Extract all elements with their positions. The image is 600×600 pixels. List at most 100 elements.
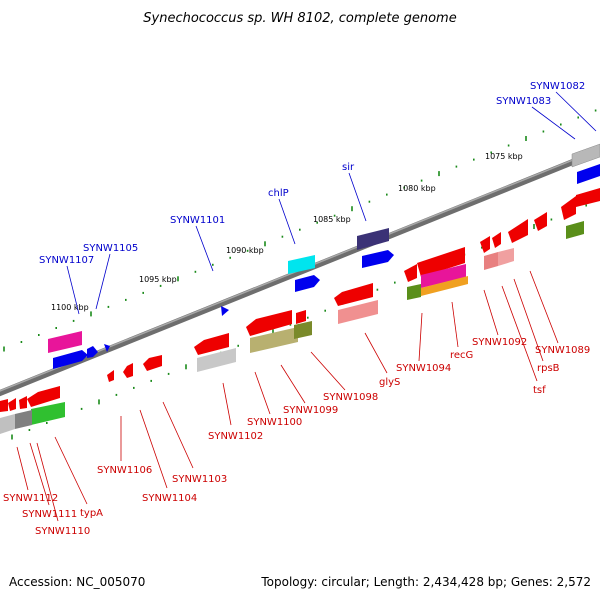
gene-label[interactable]: SYNW1104 (142, 493, 197, 504)
gene-feature[interactable] (294, 321, 312, 339)
gene-feature[interactable] (362, 250, 394, 268)
gene-feature[interactable] (8, 398, 16, 411)
gene-label[interactable]: typA (80, 508, 103, 519)
gene-label[interactable]: SYNW1083 (496, 96, 551, 107)
gene-feature[interactable] (19, 396, 27, 409)
gene-label[interactable]: SYNW1111 (22, 509, 77, 520)
gene-label[interactable]: SYNW1103 (172, 474, 227, 485)
gene-feature[interactable] (561, 196, 576, 220)
gene-label[interactable]: SYNW1105 (83, 243, 138, 254)
forward-strand (48, 143, 600, 369)
gene-label[interactable]: SYNW1102 (208, 431, 263, 442)
leader-line (36, 442, 59, 522)
gene-feature[interactable] (404, 264, 417, 282)
gene-feature[interactable] (87, 346, 98, 358)
map-title: Synechococcus sp. WH 8102, complete geno… (143, 11, 456, 26)
leader-line (162, 401, 194, 469)
gene-feature[interactable] (123, 363, 133, 378)
gene-feature[interactable] (27, 386, 60, 407)
gene-feature[interactable] (357, 228, 389, 250)
gene-label[interactable]: glyS (379, 377, 400, 388)
reverse-labels: SYNW1089 rpsB tsf SYNW1092 recG SYNW1094… (3, 337, 590, 537)
gene-label[interactable]: recG (450, 350, 473, 361)
leader-lines (16, 91, 597, 522)
leader-line (348, 172, 367, 222)
gene-feature[interactable] (417, 247, 465, 277)
gene-feature[interactable] (571, 143, 600, 168)
gene-feature[interactable] (48, 331, 82, 353)
leader-line (555, 91, 597, 132)
gene-label[interactable]: tsf (533, 385, 546, 396)
gene-label[interactable]: SYNW1094 (396, 363, 451, 374)
leader-line (280, 364, 306, 404)
gene-feature[interactable] (484, 252, 498, 270)
leader-line (451, 301, 459, 348)
gene-label[interactable]: SYNW1099 (283, 405, 338, 416)
forward-labels: SYNW1082 SYNW1083 sir chlP SYNW1101 SYNW… (39, 81, 585, 266)
gene-feature[interactable] (0, 399, 8, 412)
gene-feature[interactable] (492, 232, 501, 248)
kbp-label: 1095 kbp (139, 275, 177, 284)
gene-label[interactable]: SYNW1107 (39, 255, 94, 266)
gene-feature[interactable] (407, 284, 421, 300)
gene-feature[interactable] (250, 327, 298, 353)
gene-feature[interactable] (104, 344, 110, 352)
leader-line (66, 265, 80, 315)
gene-label[interactable]: SYNW1101 (170, 215, 225, 226)
gene-feature[interactable] (197, 348, 236, 372)
gene-feature[interactable] (534, 212, 547, 231)
gene-feature[interactable] (296, 310, 306, 324)
kbp-label: 1090 kbp (226, 246, 264, 255)
gene-feature[interactable] (143, 355, 162, 371)
gene-label[interactable]: SYNW1100 (247, 417, 302, 428)
topology-summary: Topology: circular; Length: 2,434,428 bp… (260, 575, 591, 589)
gene-feature[interactable] (246, 310, 292, 336)
leader-line (531, 106, 576, 140)
gene-feature[interactable] (421, 264, 466, 288)
leader-line (29, 442, 50, 506)
kbp-label: 1080 kbp (398, 184, 436, 193)
gene-label[interactable]: SYNW1110 (35, 526, 90, 537)
gene-feature[interactable] (194, 333, 229, 355)
gene-feature[interactable] (498, 248, 514, 266)
gene-feature[interactable] (334, 283, 373, 306)
gene-label[interactable]: SYNW1089 (535, 345, 590, 356)
leader-line (513, 278, 544, 362)
gene-feature[interactable] (295, 275, 320, 292)
gene-feature[interactable] (0, 414, 15, 434)
gene-feature[interactable] (338, 300, 378, 324)
reverse-strand (0, 188, 600, 434)
gene-feature[interactable] (566, 221, 584, 239)
gene-feature[interactable] (107, 370, 114, 382)
leader-line (95, 253, 111, 310)
kbp-label: 1085 kbp (313, 215, 351, 224)
leader-line (364, 332, 388, 374)
leader-line (418, 312, 423, 362)
leader-line (278, 198, 296, 245)
kbp-label: 1100 kbp (51, 303, 89, 312)
gene-feature[interactable] (508, 219, 528, 243)
gene-feature[interactable] (577, 164, 600, 184)
gene-feature[interactable] (288, 255, 315, 274)
gene-feature[interactable] (480, 236, 490, 253)
gene-label[interactable]: sir (342, 162, 355, 173)
leader-line (195, 225, 214, 272)
gene-feature[interactable] (576, 188, 600, 207)
kbp-labels: 1075 kbp 1080 kbp 1085 kbp 1090 kbp 1095… (51, 152, 523, 312)
leader-line (139, 409, 168, 489)
gene-feature[interactable] (31, 402, 65, 425)
gene-label[interactable]: SYNW1092 (472, 337, 527, 348)
gene-feature[interactable] (221, 306, 229, 316)
gene-label[interactable]: rpsB (537, 363, 560, 374)
gene-label[interactable]: SYNW1098 (323, 392, 378, 403)
gene-feature[interactable] (421, 276, 468, 296)
gene-label[interactable]: SYNW1082 (530, 81, 585, 92)
gene-feature[interactable] (53, 350, 88, 369)
gene-label[interactable]: SYNW1112 (3, 493, 58, 504)
gene-feature[interactable] (15, 410, 32, 429)
leader-line (54, 436, 88, 505)
gene-label[interactable]: SYNW1106 (97, 465, 152, 476)
gene-label[interactable]: chlP (268, 188, 289, 199)
leader-line (310, 351, 346, 391)
kbp-label: 1075 kbp (485, 152, 523, 161)
